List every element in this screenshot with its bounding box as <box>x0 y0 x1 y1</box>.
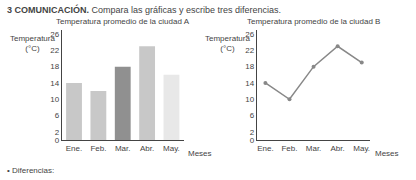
svg-text:22: 22 <box>245 46 254 55</box>
svg-text:26: 26 <box>245 30 254 39</box>
svg-text:Meses: Meses <box>188 149 212 158</box>
svg-text:Temperatura(°C): Temperatura(°C) <box>205 34 250 53</box>
svg-text:Mar.: Mar. <box>306 144 322 153</box>
svg-text:26: 26 <box>50 30 59 39</box>
svg-text:Feb.: Feb. <box>90 144 106 153</box>
svg-text:22: 22 <box>50 46 59 55</box>
svg-text:0: 0 <box>55 136 60 145</box>
svg-text:Temperatura(°C): Temperatura(°C) <box>10 34 55 53</box>
svg-text:Meses: Meses <box>375 149 399 158</box>
svg-text:Ene.: Ene. <box>66 144 82 153</box>
svg-text:2: 2 <box>55 128 60 137</box>
svg-text:18: 18 <box>50 62 59 71</box>
svg-text:2: 2 <box>250 128 255 137</box>
svg-text:May.: May. <box>353 144 370 153</box>
svg-text:Mar.: Mar. <box>115 144 131 153</box>
svg-text:14: 14 <box>50 79 59 88</box>
svg-text:3 COMUNICACIÓN. Compara las gr: 3 COMUNICACIÓN. Compara las gráficas y e… <box>7 4 281 15</box>
svg-text:6: 6 <box>55 111 60 120</box>
svg-text:10: 10 <box>245 95 254 104</box>
svg-text:Feb.: Feb. <box>281 144 297 153</box>
svg-text:Temperatura promedio de la ciu: Temperatura promedio de la ciudad A <box>56 17 190 26</box>
svg-text:0: 0 <box>250 136 255 145</box>
svg-text:Ene.: Ene. <box>257 144 273 153</box>
svg-text:6: 6 <box>250 111 255 120</box>
svg-text:10: 10 <box>50 95 59 104</box>
svg-text:Temperatura promedio de la ciu: Temperatura promedio de la ciudad B <box>247 17 380 26</box>
svg-text:Abr.: Abr. <box>331 144 345 153</box>
svg-text:• Diferencias:: • Diferencias: <box>7 166 54 175</box>
svg-text:18: 18 <box>245 62 254 71</box>
svg-text:14: 14 <box>245 79 254 88</box>
svg-text:Abr.: Abr. <box>140 144 154 153</box>
svg-text:May.: May. <box>163 144 180 153</box>
